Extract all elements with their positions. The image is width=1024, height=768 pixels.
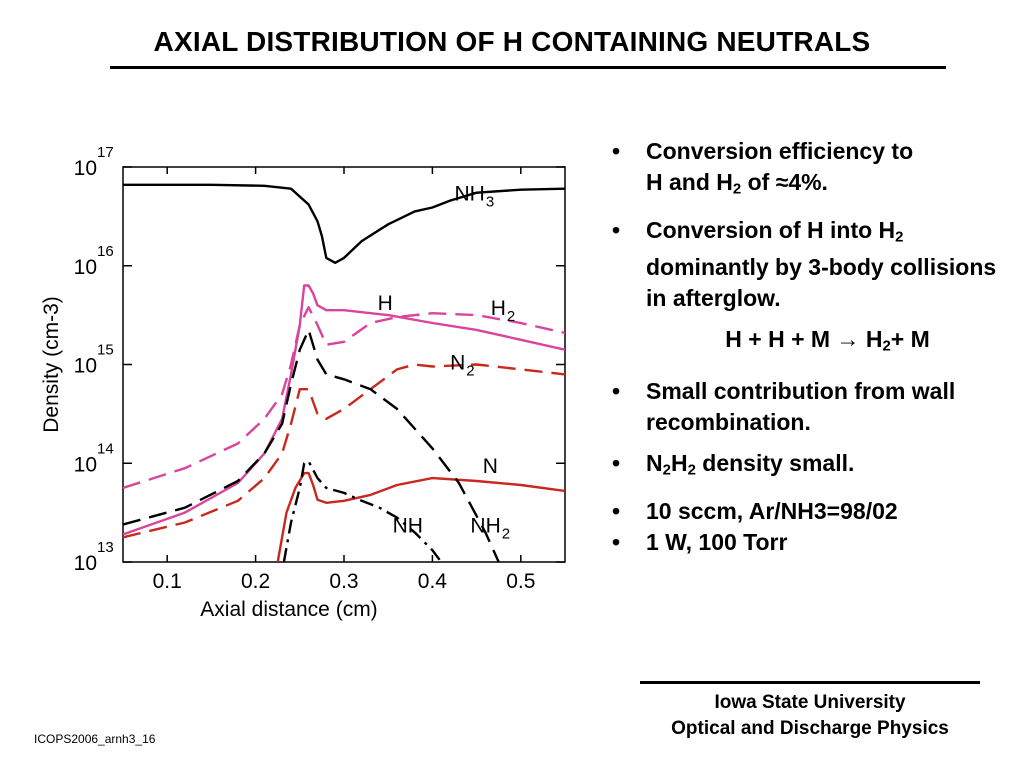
y-tick-exponent: 14 xyxy=(97,440,114,457)
y-tick-exponent: 16 xyxy=(97,243,114,260)
x-tick-label: 0.5 xyxy=(506,570,535,593)
slide-code: ICOPS2006_arnh3_16 xyxy=(34,732,156,746)
y-tick-label: 10 xyxy=(74,355,97,378)
series-line-nh3 xyxy=(123,183,565,264)
bullet-conversion-h-to-h2: • Conversion of H into H2 dominantly by … xyxy=(612,215,1007,315)
footer-rule xyxy=(640,681,980,684)
y-axis-label: Density (cm-3) xyxy=(40,296,63,433)
series-label-subscript: 2 xyxy=(502,525,510,542)
bullet-marker: • xyxy=(612,138,621,164)
series-line-n2 xyxy=(123,363,565,539)
series-label-subscript: 2 xyxy=(507,308,515,325)
bullet-text: Conversion efficiency to H and H2 of ≈4%… xyxy=(646,138,914,198)
bullet-marker: • xyxy=(612,216,621,243)
plot-frame xyxy=(122,166,566,563)
y-tick-exponent: 15 xyxy=(97,342,114,359)
title-underline xyxy=(110,66,946,69)
series-label-h: H xyxy=(378,292,393,315)
bullet-conversion-efficiency: • Conversion efficiency to H and H2 of ≈… xyxy=(612,136,1007,205)
bullet-text: N2H2 density small. xyxy=(646,450,855,479)
series-line-n xyxy=(276,471,565,562)
series-label-n: N xyxy=(483,455,498,478)
y-tick-label: 10 xyxy=(74,157,97,180)
bullet-marker: • xyxy=(612,378,621,405)
bullet-marker: • xyxy=(612,528,621,555)
bullet-power-pressure: • 1 W, 100 Torr xyxy=(612,527,1007,558)
y-tick-label: 10 xyxy=(74,256,97,279)
bullet-text: 1 W, 100 Torr xyxy=(646,528,788,555)
x-tick-label: 0.3 xyxy=(329,570,358,593)
series-label-nh2: NH xyxy=(470,514,500,537)
footer-affiliation: Iowa State University Optical and Discha… xyxy=(640,690,980,742)
bullet-wall-recombination: • Small contribution from wall recombina… xyxy=(612,376,1007,438)
y-tick-exponent: 13 xyxy=(97,539,114,556)
series-label-nh: NH xyxy=(393,514,423,537)
series-line-nh xyxy=(282,460,443,562)
footer-university: Iowa State University xyxy=(714,692,906,713)
x-axis-label: Axial distance (cm) xyxy=(200,598,377,621)
bullet-list: • Conversion efficiency to H and H2 of ≈… xyxy=(612,136,1007,568)
y-tick-label: 10 xyxy=(74,453,97,476)
x-tick-label: 0.4 xyxy=(418,570,448,593)
series-label-subscript: 2 xyxy=(466,362,474,379)
bullet-marker: • xyxy=(612,450,621,477)
x-tick-label: 0.1 xyxy=(153,570,182,593)
series-line-h2 xyxy=(123,306,565,490)
series-line-nh2 xyxy=(123,328,500,562)
series-line-h xyxy=(123,284,565,536)
y-tick-label: 10 xyxy=(74,552,97,575)
y-tick-exponent: 17 xyxy=(97,144,114,161)
series-label-n2: N xyxy=(450,351,465,374)
reaction-equation: H + H + M → H2+ M xyxy=(725,326,930,356)
series-label-nh3: NH xyxy=(455,183,485,206)
x-tick-label: 0.2 xyxy=(241,570,270,593)
slide-title: AXIAL DISTRIBUTION OF H CONTAINING NEUTR… xyxy=(153,26,871,57)
bullet-flow-conditions: • 10 sccm, Ar/NH3=98/02 xyxy=(612,496,1007,527)
bullet-text: 10 sccm, Ar/NH3=98/02 xyxy=(646,497,898,524)
bullet-text: Small contribution from wall recombinati… xyxy=(646,378,956,436)
bullet-text: Conversion of H into H2 dominantly by 3-… xyxy=(646,216,997,312)
density-chart: 0.1 0.2 0.3 0.4 0.510131014101510161017Axial… xyxy=(40,144,566,621)
series-label-h2: H xyxy=(491,297,506,320)
series-label-subscript: 3 xyxy=(486,194,494,211)
bullet-marker: • xyxy=(612,497,621,524)
footer-group: Optical and Discharge Physics xyxy=(671,718,949,739)
bullet-n2h2-density: • N2H2 density small. xyxy=(612,448,1007,486)
